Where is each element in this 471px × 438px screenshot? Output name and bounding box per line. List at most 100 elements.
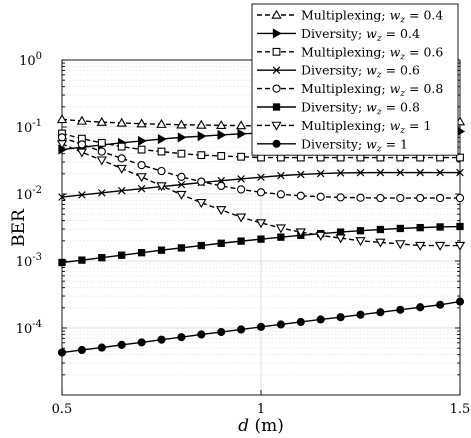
data-point [157, 134, 167, 145]
data-point [237, 128, 247, 139]
data-point [335, 234, 346, 244]
data-point [137, 338, 146, 347]
series-7 [56, 140, 466, 251]
data-point [416, 168, 424, 177]
legend-series-name: Multiplexing; [301, 81, 390, 96]
data-point [116, 117, 127, 127]
data-point [295, 228, 306, 238]
data-point [237, 325, 246, 334]
data-point [436, 223, 444, 231]
data-point [256, 322, 266, 331]
data-point [236, 185, 246, 194]
data-point [217, 239, 225, 247]
data-point [137, 249, 146, 257]
legend-marker [271, 121, 282, 131]
data-point [137, 184, 146, 193]
data-point [376, 168, 385, 177]
data-point [117, 142, 126, 151]
legend-label: Diversity; wz = 1 [301, 136, 408, 154]
data-point [255, 219, 267, 229]
legend-series-name: Multiplexing; [301, 8, 390, 23]
data-point [177, 132, 187, 143]
data-point [336, 228, 345, 236]
legend-label: Diversity; wz = 0.6 [301, 63, 420, 81]
data-point [57, 133, 67, 142]
data-point [177, 244, 186, 252]
data-point [57, 348, 67, 357]
data-point [435, 193, 445, 203]
data-point [78, 256, 86, 264]
data-point [136, 173, 147, 183]
legend-label: Diversity; wz = 0.4 [301, 26, 420, 44]
data-point [196, 119, 207, 129]
data-point [197, 131, 207, 142]
data-point [217, 152, 226, 160]
data-point [356, 193, 365, 202]
data-point [396, 224, 404, 233]
legend-entry: Multiplexing; wz = 0.8 [257, 81, 443, 99]
data-point [454, 241, 466, 251]
legend-marker [272, 66, 281, 74]
data-point [77, 140, 87, 149]
legend-series-value: 0.8 [400, 100, 420, 115]
data-point [276, 190, 286, 199]
x-tick-label: 0.5 [52, 402, 73, 417]
data-point [78, 191, 86, 199]
legend-marker [272, 28, 282, 39]
legend-label: Diversity; wz = 0.8 [301, 100, 420, 118]
legend-series-value: 0.4 [400, 26, 420, 41]
data-point [456, 153, 464, 162]
data-point [117, 154, 126, 163]
data-point [177, 333, 186, 342]
data-point [217, 181, 226, 191]
data-point [356, 310, 365, 319]
legend-marker [272, 84, 281, 93]
data-point [177, 180, 186, 189]
data-point [98, 189, 106, 197]
legend-entry: Diversity; wz = 0.8 [257, 100, 420, 118]
data-point [56, 114, 68, 124]
data-point [117, 186, 126, 195]
data-point [276, 320, 285, 329]
data-point [416, 193, 425, 203]
data-point [156, 182, 167, 192]
data-point [117, 340, 126, 349]
y-tick-label: 10-2 [16, 185, 42, 203]
data-point [157, 335, 166, 344]
data-point [355, 237, 366, 247]
legend-label: Multiplexing; wz = 0.4 [301, 8, 443, 26]
data-point [235, 120, 247, 130]
y-tick-exponent: -3 [32, 252, 42, 263]
data-point [98, 254, 106, 262]
data-point [455, 193, 465, 203]
legend-entry: Diversity; wz = 0.4 [257, 26, 420, 44]
legend-series-name: Diversity; [301, 63, 366, 78]
data-point [157, 166, 166, 176]
legend-series-name: Diversity; [301, 136, 366, 151]
data-point [196, 199, 207, 209]
legend-series-value: 0.4 [423, 8, 443, 23]
data-point [177, 172, 186, 182]
data-point [256, 188, 266, 197]
data-point [216, 206, 227, 216]
data-point [197, 330, 206, 339]
data-point [315, 231, 326, 241]
x-tick-label: 1 [257, 402, 265, 417]
data-point [396, 168, 405, 177]
data-point [97, 147, 106, 156]
legend-entry: Multiplexing; wz = 1 [257, 118, 431, 136]
series-line [61, 136, 460, 199]
legend-series-name: Multiplexing; [301, 44, 390, 59]
data-point [436, 168, 444, 177]
data-point [235, 213, 247, 223]
data-point [456, 222, 464, 231]
data-point [415, 241, 426, 251]
data-point [97, 343, 106, 352]
x-axis-variable: d [238, 416, 249, 436]
y-tick-label: 10-1 [16, 118, 42, 136]
data-point [376, 225, 385, 234]
data-point [316, 315, 325, 324]
legend-marker [272, 103, 281, 111]
data-point [217, 327, 226, 337]
